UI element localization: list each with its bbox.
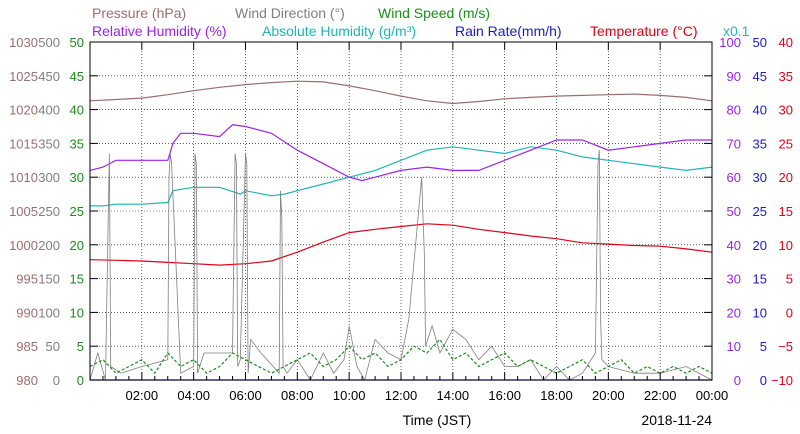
left-tick-label-wind-speed: 30 (70, 170, 84, 185)
x-tick-label: 18:00 (540, 388, 573, 403)
left-tick-label-pressure: 1010 (9, 170, 38, 185)
rain-multiplier-label: x0.1 (723, 23, 750, 39)
left-tick-label-pressure: 1030 (9, 35, 38, 50)
left-tick-label-pressure: 1000 (9, 238, 38, 253)
right-tick-label-temperature: 5 (786, 272, 793, 287)
right-tick-label-rain-rate: 35 (753, 136, 767, 151)
x-tick-label: 16:00 (488, 388, 521, 403)
right-tick-label-relative-humidity: 70 (727, 136, 741, 151)
date-label: 2018-11-24 (641, 412, 712, 428)
x-tick-label: 00:00 (696, 388, 729, 403)
series-line-relative-humidity (90, 146, 713, 207)
x-tick-label: 20:00 (592, 388, 625, 403)
right-tick-label-relative-humidity: 90 (727, 69, 741, 84)
right-tick-label-temperature: 10 (779, 238, 793, 253)
left-tick-label-pressure: 1005 (9, 204, 38, 219)
left-tick-label-wind-direction: 300 (38, 170, 60, 185)
x-tick-label: 12:00 (385, 388, 418, 403)
legend-pressure: Pressure (hPa) (92, 5, 186, 21)
left-tick-label-wind-direction: 350 (38, 136, 60, 151)
left-tick-label-wind-speed: 15 (70, 272, 84, 287)
right-tick-label-relative-humidity: 20 (727, 305, 741, 320)
right-tick-label-rain-rate: 15 (753, 272, 767, 287)
left-tick-label-wind-speed: 35 (70, 136, 84, 151)
left-tick-label-wind-direction: 400 (38, 103, 60, 118)
right-tick-label-temperature: 0 (786, 305, 793, 320)
right-tick-label-relative-humidity: 80 (727, 103, 741, 118)
left-tick-label-pressure: 1025 (9, 69, 38, 84)
right-tick-label-relative-humidity: 30 (727, 272, 741, 287)
left-tick-label-pressure: 990 (16, 305, 38, 320)
left-tick-label-wind-direction: 250 (38, 204, 60, 219)
left-tick-label-wind-direction: 50 (46, 339, 60, 354)
left-tick-label-wind-direction: 500 (38, 35, 60, 50)
right-tick-label-rain-rate: 0 (760, 373, 767, 388)
x-tick-label: 02:00 (126, 388, 159, 403)
right-tick-label-temperature: 40 (779, 35, 793, 50)
right-tick-label-rain-rate: 10 (753, 305, 767, 320)
series-line-pressure (89, 80, 713, 105)
left-tick-label-wind-speed: 40 (70, 103, 84, 118)
left-tick-label-wind-direction: 100 (38, 305, 60, 320)
right-tick-label-temperature: −10 (771, 373, 793, 388)
right-tick-label-relative-humidity: 100 (719, 35, 741, 50)
right-tick-label-relative-humidity: 50 (727, 204, 741, 219)
right-tick-label-relative-humidity: 10 (727, 339, 741, 354)
legend-wind-speed: Wind Speed (m/s) (378, 5, 490, 21)
left-tick-label-pressure: 1015 (9, 136, 38, 151)
left-tick-label-wind-speed: 0 (77, 373, 84, 388)
legend-absolute-humidity: Absolute Humidity (g/m³) (262, 23, 416, 39)
x-tick-label: 10:00 (333, 388, 366, 403)
legend-temperature: Temperature (°C) (590, 23, 698, 39)
left-tick-label-wind-speed: 50 (70, 35, 84, 50)
left-tick-label-pressure: 985 (16, 339, 38, 354)
right-tick-label-rain-rate: 5 (760, 339, 767, 354)
right-tick-label-temperature: 15 (779, 204, 793, 219)
left-tick-label-pressure: 995 (16, 272, 38, 287)
left-tick-label-wind-speed: 45 (70, 69, 84, 84)
right-tick-label-temperature: 35 (779, 69, 793, 84)
series-line-temperature (89, 223, 713, 266)
right-tick-label-rain-rate: 25 (753, 204, 767, 219)
x-tick-label: 04:00 (177, 388, 210, 403)
left-tick-label-pressure: 980 (16, 373, 38, 388)
left-tick-label-wind-speed: 5 (77, 339, 84, 354)
left-tick-label-pressure: 1020 (9, 103, 38, 118)
left-tick-label-wind-direction: 200 (38, 238, 60, 253)
right-tick-label-rain-rate: 45 (753, 69, 767, 84)
right-tick-label-temperature: −5 (778, 339, 793, 354)
x-tick-label: 22:00 (644, 388, 677, 403)
right-tick-label-temperature: 30 (779, 103, 793, 118)
right-tick-label-relative-humidity: 60 (727, 170, 741, 185)
series-line-wind-direction (89, 150, 713, 382)
left-tick-label-wind-speed: 10 (70, 305, 84, 320)
right-tick-label-relative-humidity: 40 (727, 238, 741, 253)
x-tick-label: 06:00 (229, 388, 262, 403)
left-tick-label-wind-direction: 0 (53, 373, 60, 388)
x-tick-label: 14:00 (437, 388, 470, 403)
right-tick-label-rain-rate: 20 (753, 238, 767, 253)
x-tick-label: 08:00 (281, 388, 314, 403)
grid (90, 42, 712, 380)
x-axis-title: Time (JST) (403, 412, 472, 428)
series-line-wind-speed (89, 338, 713, 375)
left-tick-label-wind-speed: 20 (70, 238, 84, 253)
legend-relative-humidity: Relative Humidity (%) (92, 23, 227, 39)
legend-rain-rate: Rain Rate(mm/h) (455, 23, 562, 39)
right-tick-label-relative-humidity: 0 (734, 373, 741, 388)
right-tick-label-temperature: 25 (779, 136, 793, 151)
right-tick-label-temperature: 20 (779, 170, 793, 185)
left-tick-label-wind-direction: 150 (38, 272, 60, 287)
series-line-relative-humidity (89, 124, 712, 182)
axes-layer: 02:00 04:00 06:00 08:00 10:00 12:00 14:00 16:00… (9, 35, 793, 403)
right-tick-label-rain-rate: 30 (753, 170, 767, 185)
legend-wind-direction: Wind Direction (°) (235, 5, 345, 21)
left-tick-label-wind-speed: 25 (70, 204, 84, 219)
right-tick-label-rain-rate: 40 (753, 103, 767, 118)
right-tick-label-rain-rate: 50 (753, 35, 767, 50)
left-tick-label-wind-direction: 450 (38, 69, 60, 84)
